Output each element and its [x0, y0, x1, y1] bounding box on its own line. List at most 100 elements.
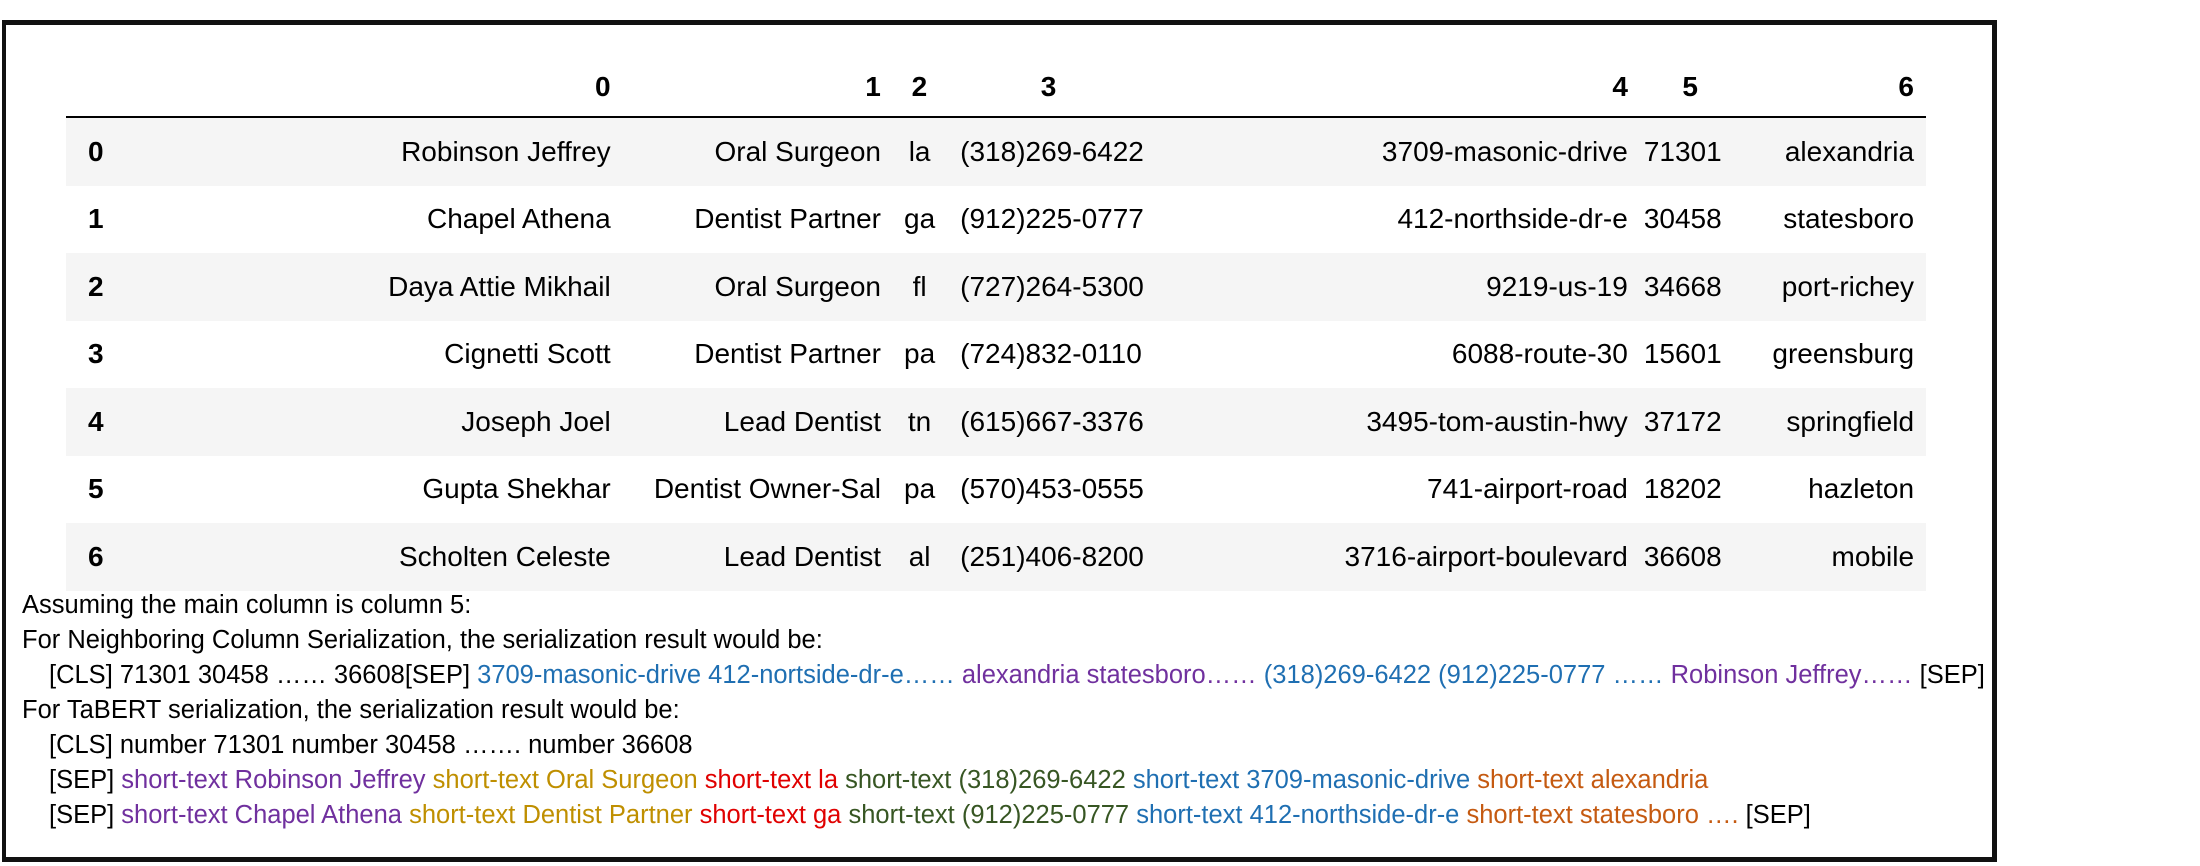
tabert-name: short-text Chapel Athena: [121, 801, 402, 829]
table-cell-col-6: mobile: [1831, 540, 1915, 572]
tabert-address: short-text 412-northside-dr-e: [1136, 801, 1460, 829]
sep-token: [SEP]: [49, 766, 115, 794]
table-cell-col-0: Daya Attie Mikhail: [388, 270, 611, 302]
table-row: 0 Robinson Jeffrey Oral Surgeon la (318)269-…: [66, 118, 1926, 186]
tabert-phone: short-text (318)269-6422: [845, 766, 1126, 794]
column-header-3: 3: [1040, 71, 1057, 102]
table-cell-col-0: Chapel Athena: [426, 203, 611, 235]
table-cell-col-5: 71301: [1643, 135, 1722, 167]
table-cell-col-1: Lead Dentist: [723, 405, 882, 437]
table-cell-col-0: Joseph Joel: [461, 405, 611, 437]
ncs-main-column: [CLS] 71301 30458 …… 36608[SEP]: [49, 661, 471, 689]
row-index: 5: [88, 473, 104, 505]
table-cell-col-5: 36608: [1643, 540, 1722, 572]
column-header-0: 0: [595, 71, 611, 102]
table-cell-col-5: 37172: [1643, 405, 1722, 437]
tabert-city: short-text statesboro ….: [1466, 801, 1739, 829]
table-cell-col-5: 18202: [1643, 473, 1722, 505]
table-cell-col-4: 9219-us-19: [1486, 270, 1628, 302]
table-row: 2 Daya Attie Mikhail Oral Surgeon fl (727)26…: [66, 253, 1926, 321]
column-header-6: 6: [1898, 71, 1914, 102]
table-cell-col-3: (912)225-0777: [960, 203, 1144, 235]
table-cell-col-6: alexandria: [1784, 135, 1915, 167]
table-body: 0 Robinson Jeffrey Oral Surgeon la (318)269-…: [66, 118, 1926, 591]
ncs-name-column: Robinson Jeffrey……: [1670, 661, 1913, 689]
dataframe-table: 0 1 2 3 4 5 6 0 Robinson Jeffrey Oral Surg…: [66, 58, 1926, 591]
table-cell-col-2: fl: [912, 270, 927, 302]
table-cell-col-2: la: [908, 135, 931, 167]
table-cell-col-0: Scholten Celeste: [399, 540, 611, 572]
table-cell-col-3: (318)269-6422: [960, 135, 1144, 167]
table-cell-col-5: 30458: [1643, 203, 1722, 235]
ncs-end-sep: [SEP]: [1919, 661, 1985, 689]
table-cell-col-6: port-richey: [1781, 270, 1915, 302]
serialization-description: Assuming the main column is column 5: Fo…: [22, 588, 1985, 833]
tabert-row-0: [SEP] short-text Robinson Jeffrey short-…: [22, 763, 1985, 798]
table-cell-col-2: al: [908, 540, 931, 572]
ncs-address-column: 3709-masonic-drive 412-nortside-dr-e……: [477, 661, 955, 689]
tabert-intro: For TaBERT serialization, the serializat…: [22, 696, 680, 724]
table-cell-col-4: 6088-route-30: [1451, 338, 1628, 370]
table-cell-col-2: pa: [904, 338, 936, 370]
tabert-phone: short-text (912)225-0777: [848, 801, 1130, 829]
table-cell-col-2: tn: [907, 405, 932, 437]
table-cell-col-3: (251)406-8200: [960, 540, 1144, 572]
table-cell-col-5: 15601: [1643, 338, 1722, 370]
table-cell-col-6: springfield: [1786, 405, 1915, 437]
table-cell-col-4: 3495-tom-austin-hwy: [1366, 405, 1628, 437]
table-cell-col-2: ga: [904, 203, 936, 235]
table-cell-col-2: pa: [904, 473, 936, 505]
column-header-4: 4: [1612, 71, 1628, 102]
table-cell-col-1: Oral Surgeon: [714, 270, 882, 302]
table-cell-col-4: 3716-airport-boulevard: [1344, 540, 1628, 572]
table-cell-col-4: 412-northside-dr-e: [1397, 203, 1628, 235]
row-index: 0: [88, 135, 104, 167]
tabert-state: short-text ga: [699, 801, 842, 829]
column-header-1: 1: [865, 71, 881, 102]
tabert-cls-line: [CLS] number 71301 number 30458 ……. numb…: [49, 731, 693, 759]
table-cell-col-3: (727)264-5300: [960, 270, 1144, 302]
row-index: 3: [88, 338, 104, 370]
table-cell-col-0: Cignetti Scott: [444, 338, 611, 370]
sep-token: [SEP]: [49, 801, 115, 829]
tabert-row-1: [SEP] short-text Chapel Athena short-tex…: [22, 798, 1985, 833]
table-cell-col-1: Oral Surgeon: [714, 135, 882, 167]
table-cell-col-6: statesboro: [1783, 203, 1915, 235]
table-cell-col-4: 3709-masonic-drive: [1381, 135, 1628, 167]
ncs-phone-column: (318)269-6422 (912)225-0777 ……: [1263, 661, 1664, 689]
table-row: 4 Joseph Joel Lead Dentist tn (615)667-3376 3…: [66, 388, 1926, 456]
row-index: 4: [88, 405, 104, 437]
table-row: 6 Scholten Celeste Lead Dentist al (251)406-…: [66, 523, 1926, 591]
table-cell-col-5: 34668: [1643, 270, 1722, 302]
table-row: 3 Cignetti Scott Dentist Partner pa (724)832…: [66, 321, 1926, 389]
table-cell-col-1: Lead Dentist: [723, 540, 882, 572]
table-cell-col-1: Dentist Partner: [694, 338, 882, 370]
row-index: 2: [88, 270, 104, 302]
tabert-address: short-text 3709-masonic-drive: [1132, 766, 1471, 794]
tabert-name: short-text Robinson Jeffrey: [121, 766, 426, 794]
column-header-2: 2: [911, 71, 928, 102]
table-cell-col-1: Dentist Partner: [694, 203, 882, 235]
table-cell-col-3: (615)667-3376: [960, 405, 1144, 437]
table-row: 1 Chapel Athena Dentist Partner ga (912)225-…: [66, 186, 1926, 254]
end-sep-token: [SEP]: [1745, 801, 1811, 829]
ncs-city-column: alexandria statesboro……: [961, 661, 1257, 689]
tabert-title: short-text Dentist Partner: [409, 801, 693, 829]
table-cell-col-6: greensburg: [1772, 338, 1915, 370]
table-cell-col-3: (724)832-0110: [960, 338, 1142, 370]
table-cell-col-0: Robinson Jeffrey: [401, 135, 611, 167]
tabert-city: short-text alexandria: [1477, 766, 1709, 794]
row-index: 6: [88, 540, 104, 572]
table-cell-col-1: Dentist Owner-Sal: [653, 473, 882, 505]
ncs-result: [CLS] 71301 30458 …… 36608[SEP] 3709-mas…: [22, 658, 1985, 693]
table-cell-col-3: (570)453-0555: [960, 473, 1144, 505]
tabert-title: short-text Oral Surgeon: [432, 766, 698, 794]
table-cell-col-6: hazleton: [1808, 473, 1915, 505]
table-cell-col-4: 741-airport-road: [1427, 473, 1628, 505]
tabert-state: short-text la: [704, 766, 839, 794]
table-header: 0 1 2 3 4 5 6: [66, 58, 1926, 118]
ncs-intro: For Neighboring Column Serialization, th…: [22, 626, 823, 654]
assumption-line: Assuming the main column is column 5:: [22, 591, 472, 619]
column-header-5: 5: [1682, 71, 1698, 102]
table-row: 5 Gupta Shekhar Dentist Owner-Sal pa (570)45…: [66, 456, 1926, 524]
